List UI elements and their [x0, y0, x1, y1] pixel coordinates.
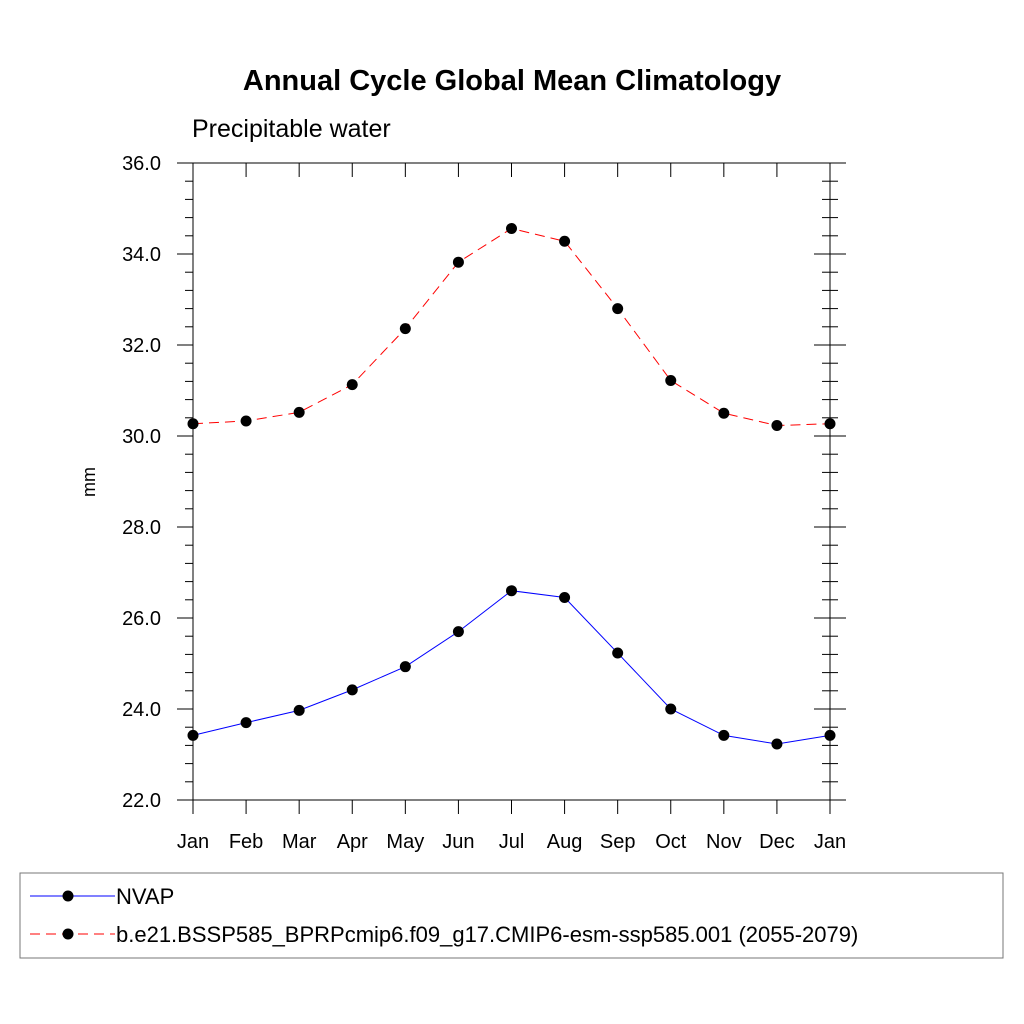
- y-tick-label: 34.0: [122, 244, 161, 266]
- series-1-point: [187, 729, 199, 741]
- series-2-point: [346, 379, 358, 391]
- x-tick-label: Sep: [600, 831, 636, 853]
- series-1-point: [771, 738, 783, 750]
- y-axis-ticks: 22.0 24.0 26.0 28.0 30.0 32.0 34.0 36.0: [122, 153, 846, 812]
- y-axis-label: mm: [79, 467, 99, 497]
- x-tick-label: Mar: [282, 831, 317, 853]
- legend: NVAP b.e21.BSSP585_BPRPcmip6.f09_g17.CMIP…: [30, 884, 858, 947]
- x-axis-ticks: Jan Feb Mar Apr May Jun Jul Aug Sep Oct Nov Dec Jan: [177, 163, 846, 853]
- series-1-point: [240, 717, 252, 729]
- series-2-point: [559, 235, 571, 247]
- x-tick-label: Jun: [442, 831, 474, 853]
- series-2-point: [399, 323, 411, 335]
- series-2-point: [665, 374, 677, 386]
- series-1-point: [665, 703, 677, 715]
- series-2-point: [240, 415, 252, 427]
- x-tick-label: May: [386, 831, 424, 853]
- legend-box: [19, 872, 1004, 959]
- series-2-point: [824, 418, 836, 430]
- chart-subtitle: Precipitable water: [192, 115, 391, 143]
- series-2-point: [293, 406, 305, 418]
- series-2-point: [612, 303, 624, 315]
- x-tick-label: Jan: [814, 831, 846, 853]
- series-1-point: [506, 585, 517, 597]
- y-tick-label: 32.0: [122, 335, 161, 357]
- y-tick-label: 22.0: [122, 790, 161, 812]
- x-tick-label: Jul: [499, 831, 525, 853]
- series-group: [187, 223, 836, 750]
- x-tick-label: Dec: [759, 831, 795, 853]
- series-line-1: [192, 590, 831, 745]
- series-2-point: [771, 420, 783, 432]
- y-tick-label: 28.0: [122, 517, 161, 539]
- y-tick-label: 36.0: [122, 153, 161, 175]
- series-1-point: [452, 626, 464, 638]
- x-tick-label: Nov: [706, 831, 742, 853]
- series-1-point: [612, 647, 624, 659]
- plot-frame: [192, 162, 831, 801]
- series-1-point: [293, 704, 305, 716]
- legend-marker-1: [62, 890, 74, 902]
- series-1-point: [559, 592, 571, 604]
- y-tick-label: 26.0: [122, 608, 161, 630]
- chart-title: Annual Cycle Global Mean Climatology: [243, 65, 781, 97]
- legend-label-2: b.e21.BSSP585_BPRPcmip6.f09_g17.CMIP6-es…: [116, 922, 858, 947]
- series-1-point: [718, 729, 730, 741]
- x-tick-label: Oct: [655, 831, 687, 853]
- y-tick-label: 24.0: [122, 699, 161, 721]
- y-tick-label: 30.0: [122, 426, 161, 448]
- x-tick-label: Feb: [229, 831, 263, 853]
- series-2-point: [718, 407, 730, 419]
- legend-marker-2: [62, 928, 74, 940]
- series-2-point: [187, 418, 199, 430]
- series-2-point: [452, 256, 464, 268]
- series-1-point: [399, 661, 411, 673]
- series-2-point: [506, 223, 517, 235]
- series-1-point: [346, 684, 358, 696]
- legend-label-1: NVAP: [116, 884, 174, 909]
- series-1-point: [824, 729, 836, 741]
- x-tick-label: Aug: [547, 831, 583, 853]
- series-line-2: [192, 227, 831, 427]
- x-tick-label: Apr: [337, 831, 368, 853]
- x-tick-label: Jan: [177, 831, 209, 853]
